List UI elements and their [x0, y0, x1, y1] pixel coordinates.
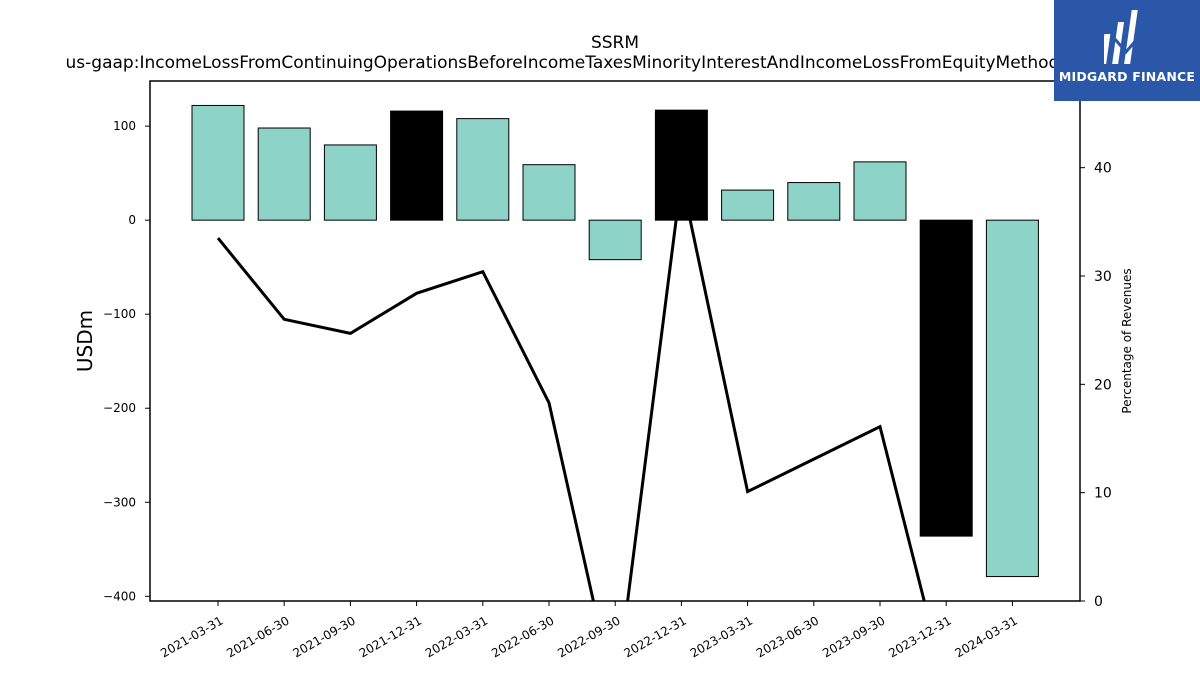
x-tick-label: 2024-03-31 — [952, 613, 1019, 660]
bar-2022-09-30 — [588, 219, 642, 261]
x-tick-label: 2021-03-31 — [158, 613, 225, 660]
bar-2023-06-30 — [787, 182, 841, 221]
logo-text: MIDGARD FINANCE — [1058, 69, 1196, 84]
x-tick-label: 2023-12-31 — [886, 613, 953, 660]
x-tick-label: 2023-06-30 — [754, 613, 821, 660]
x-tick-label: 2023-03-31 — [688, 613, 755, 660]
logo-mark-icon — [1104, 10, 1140, 64]
y2-tick-label: 40 — [1094, 161, 1112, 177]
chart-title: SSRM — [591, 33, 639, 53]
bar-2023-09-30 — [853, 161, 907, 221]
x-tick-label: 2021-06-30 — [224, 613, 291, 660]
bar-2023-03-31 — [721, 189, 775, 221]
bar-2022-03-31 — [456, 118, 510, 221]
bar-2021-06-30 — [257, 127, 311, 221]
y-tick-label: −100 — [103, 307, 136, 321]
x-tick-label: 2021-12-31 — [357, 613, 424, 660]
line-layer — [216, 178, 926, 601]
bar-2022-12-31 — [654, 109, 708, 221]
y-tick-label: −400 — [103, 589, 136, 603]
x-tick-label: 2021-09-30 — [290, 613, 357, 660]
x-tick-label: 2022-06-30 — [489, 613, 556, 660]
x-tick-label: 2022-12-31 — [621, 613, 688, 660]
bar-2021-03-31 — [191, 104, 245, 221]
y-tick-label: 0 — [128, 213, 136, 227]
y-tick-label: −300 — [103, 495, 136, 509]
bar-2021-09-30 — [323, 144, 377, 221]
y-tick-label: 100 — [113, 119, 136, 133]
x-tick-label: 2023-09-30 — [820, 613, 887, 660]
y2-tick-label: 0 — [1094, 594, 1103, 610]
y2-tick-label: 20 — [1094, 377, 1112, 393]
bar-2022-06-30 — [522, 164, 576, 221]
x-tick-label: 2022-09-30 — [555, 613, 622, 660]
x-axis-ticks: 2021-03-312021-06-302021-09-302021-12-31… — [158, 601, 1020, 660]
bars — [191, 104, 1039, 578]
bar-2024-03-31 — [985, 219, 1039, 578]
y2-axis-label: Percentage of Revenues — [1120, 268, 1134, 413]
y-axis-label: USDm — [73, 310, 97, 372]
y-axis-ticks: −400 −300 −200 −100 0 100 — [103, 119, 150, 603]
y2-tick-label: 30 — [1094, 269, 1112, 285]
x-tick-label: 2022-03-31 — [423, 613, 490, 660]
y-tick-label: −200 — [103, 401, 136, 415]
chart-subtitle: us-gaap:IncomeLossFromContinuingOperatio… — [66, 53, 1165, 73]
bar-2021-12-31 — [390, 110, 444, 221]
bar-2023-12-31 — [919, 219, 973, 537]
brand-logo: MIDGARD FINANCE — [1054, 0, 1200, 101]
y2-axis-ticks: 0 10 20 30 40 — [1080, 161, 1112, 610]
percentage-line — [216, 178, 926, 601]
y2-tick-label: 10 — [1094, 486, 1112, 502]
